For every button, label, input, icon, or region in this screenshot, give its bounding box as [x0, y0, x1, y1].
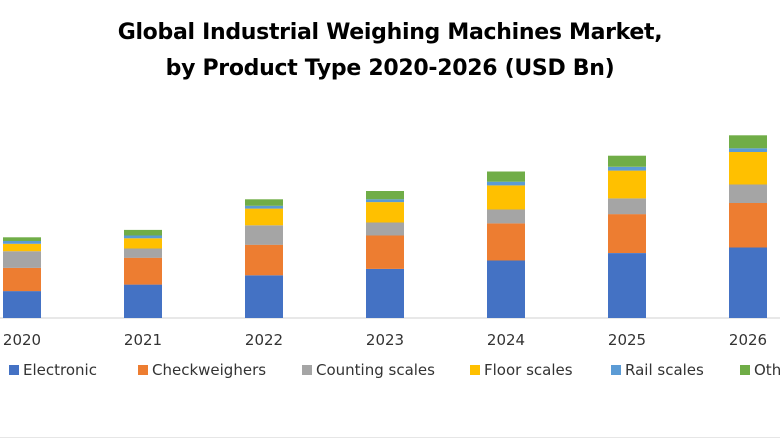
bar-2020-rail-scales	[3, 241, 41, 244]
bar-2025-checkweighers	[608, 214, 646, 253]
bar-2020-checkweighers	[3, 267, 41, 292]
bar-2023-floor-scales	[366, 202, 404, 223]
bar-2022-others	[245, 199, 283, 206]
legend-label-rail-scales: Rail scales	[625, 361, 704, 379]
bar-2025-counting-scales	[608, 198, 646, 215]
x-tick-labels: 2020 2021 2022 2023 2024 2025 2026	[3, 331, 767, 349]
chart-title: Global Industrial Weighing Machines Mark…	[117, 20, 663, 45]
legend-label-others: Others	[754, 361, 780, 379]
bar-2025-rail-scales	[608, 166, 646, 171]
chart-subtitle: by Product Type 2020-2026 (USD Bn)	[165, 56, 615, 81]
legend-swatch-checkweighers	[138, 365, 148, 375]
bar-2024-electronic	[487, 260, 525, 318]
bar-2024-rail-scales	[487, 181, 525, 186]
bar-2024-counting-scales	[487, 209, 525, 224]
bar-2020-floor-scales	[3, 243, 41, 252]
legend-label-checkweighers: Checkweighers	[152, 361, 266, 379]
bar-2022-rail-scales	[245, 205, 283, 209]
x-tick-label-2025: 2025	[608, 331, 646, 349]
bar-2021-others	[124, 229, 162, 236]
legend-swatch-counting-scales	[302, 365, 312, 375]
bar-2021-checkweighers	[124, 257, 162, 285]
bar-2026-others	[729, 135, 767, 149]
bar-2021-counting-scales	[124, 248, 162, 258]
bar-2020-counting-scales	[3, 251, 41, 268]
bar-2023-others	[366, 191, 404, 200]
x-tick-label-2021: 2021	[124, 331, 162, 349]
legend-swatch-others	[740, 365, 750, 375]
bar-2026-electronic	[729, 247, 767, 318]
bar-2025-others	[608, 155, 646, 167]
bar-2022-electronic	[245, 275, 283, 318]
x-tick-label-2023: 2023	[366, 331, 404, 349]
bar-2025-floor-scales	[608, 170, 646, 199]
x-tick-label-2020: 2020	[3, 331, 41, 349]
bar-2022-counting-scales	[245, 225, 283, 245]
bar-2024-others	[487, 171, 525, 182]
bottom-divider	[0, 437, 780, 438]
x-tick-label-2026: 2026	[729, 331, 767, 349]
legend-label-counting-scales: Counting scales	[316, 361, 435, 379]
bar-2026-floor-scales	[729, 152, 767, 185]
legend: Electronic Checkweighers Counting scales Fl…	[9, 361, 780, 379]
legend-swatch-rail-scales	[611, 365, 621, 375]
bars-group	[3, 135, 767, 318]
bar-2022-floor-scales	[245, 208, 283, 226]
bar-2023-counting-scales	[366, 222, 404, 236]
bar-2024-floor-scales	[487, 185, 525, 210]
bar-2026-counting-scales	[729, 184, 767, 203]
bar-2025-electronic	[608, 253, 646, 318]
bar-2020-others	[3, 237, 41, 241]
legend-swatch-floor-scales	[470, 365, 480, 375]
bar-2026-checkweighers	[729, 203, 767, 248]
legend-label-floor-scales: Floor scales	[484, 361, 573, 379]
bar-2026-rail-scales	[729, 148, 767, 152]
bar-2022-checkweighers	[245, 244, 283, 276]
legend-label-electronic: Electronic	[23, 361, 97, 379]
x-tick-label-2024: 2024	[487, 331, 525, 349]
bar-2021-electronic	[124, 284, 162, 318]
bar-2021-floor-scales	[124, 238, 162, 249]
legend-swatch-electronic	[9, 365, 19, 375]
bar-2020-electronic	[3, 291, 41, 318]
bar-2023-rail-scales	[366, 199, 404, 203]
bar-2023-checkweighers	[366, 235, 404, 269]
x-tick-label-2022: 2022	[245, 331, 283, 349]
bar-2021-rail-scales	[124, 235, 162, 239]
bar-2024-checkweighers	[487, 223, 525, 261]
bar-2023-electronic	[366, 268, 404, 318]
